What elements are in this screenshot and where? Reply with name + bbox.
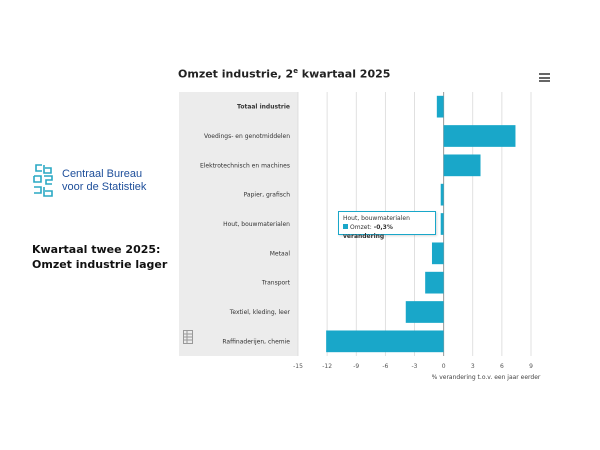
bar-4	[440, 213, 444, 235]
chart-title-pre: Omzet industrie, 2	[178, 67, 294, 81]
x-tick-label-6: 3	[471, 363, 475, 370]
tooltip-series-label: Omzet:	[350, 224, 372, 231]
tooltip-value-row: Omzet: -0,3% verandering	[343, 223, 431, 241]
bar-6	[425, 271, 444, 294]
category-label-7: Textiel, kleding, leer	[229, 309, 291, 316]
bar-0	[436, 95, 444, 118]
headline-line1: Kwartaal twee 2025:	[32, 243, 161, 256]
chart-title-post: kwartaal 2025	[297, 67, 391, 81]
tooltip-category: Hout, bouwmaterialen	[343, 215, 410, 222]
tooltip-swatch	[343, 224, 348, 229]
headline-line2: Omzet industrie lager	[32, 258, 168, 271]
category-label-3: Papier, grafisch	[244, 192, 291, 199]
bar-3	[440, 183, 444, 206]
x-tick-label-4: -3	[412, 363, 418, 370]
x-tick-label-5: 0	[442, 363, 446, 370]
bar-1	[443, 125, 516, 147]
category-label-8: Raffinaderijen, chemie	[222, 338, 290, 345]
bar-8	[326, 330, 444, 353]
category-label-0: Totaal industrie	[237, 104, 290, 111]
bar-5	[431, 242, 444, 265]
category-label-2: Elektrotechnisch en machines	[200, 162, 290, 169]
hamburger-menu-icon[interactable]	[539, 73, 550, 82]
category-label-4: Hout, bouwmaterialen	[223, 221, 290, 228]
x-tick-label-0: -15	[293, 363, 303, 370]
x-tick-label-7: 6	[500, 363, 504, 370]
cbs-logo: Centraal Bureau voor de Statistiek	[32, 163, 146, 199]
headline: Kwartaal twee 2025: Omzet industrie lage…	[32, 242, 167, 272]
category-label-1: Voedings- en genotmiddelen	[204, 133, 290, 140]
x-tick-label-1: -12	[322, 363, 332, 370]
chart-title-sup: e	[293, 67, 298, 75]
chart-title: Omzet industrie, 2e kwartaal 2025	[178, 67, 390, 81]
category-label-panel	[179, 92, 298, 356]
cbs-logo-icon	[33, 164, 53, 197]
logo-text: Centraal Bureau voor de Statistiek	[62, 168, 146, 194]
x-tick-label-8: 9	[529, 363, 533, 370]
category-label-6: Transport	[261, 280, 291, 287]
category-label-5: Metaal	[270, 250, 291, 257]
tooltip: Hout, bouwmaterialen Omzet: -0,3% verand…	[338, 211, 436, 240]
bar-2	[443, 154, 481, 177]
x-axis-label: % verandering t.o.v. een jaar eerder	[432, 374, 541, 381]
x-tick-label-3: -6	[382, 363, 388, 370]
table-icon[interactable]	[183, 330, 193, 344]
tooltip-value: -0,3% verandering	[343, 224, 393, 240]
logo-line2: voor de Statistiek	[62, 181, 147, 193]
x-tick-label-2: -9	[353, 363, 359, 370]
bar-7	[405, 301, 444, 323]
logo-line1: Centraal Bureau	[62, 168, 143, 180]
